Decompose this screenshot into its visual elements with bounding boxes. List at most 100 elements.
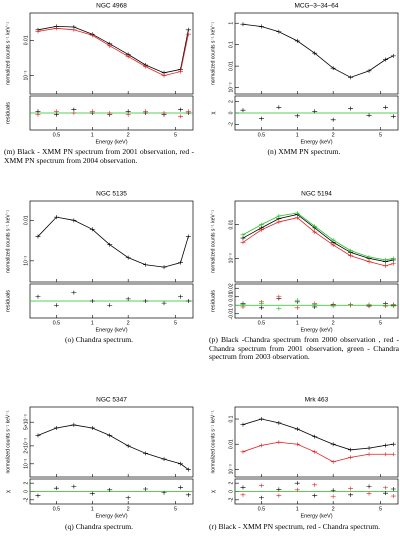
panel-title: NGC 4968: [96, 3, 127, 10]
data-point: [240, 302, 246, 307]
y-axis-label: normalized counts s⁻¹ keV⁻¹: [210, 410, 216, 473]
data-point: [330, 488, 336, 493]
y-tick-label: 0.01: [23, 35, 29, 45]
model-line: [242, 23, 394, 78]
x-tick-label: 0.5: [53, 320, 61, 326]
data-point: [276, 294, 282, 299]
data-point: [276, 306, 282, 311]
model-line: [37, 216, 189, 268]
y-tick-label: 10⁻³: [228, 82, 234, 92]
data-point: [89, 491, 95, 496]
data-point: [125, 112, 131, 117]
data-point: [366, 302, 372, 307]
x-axis-label: Energy (keV): [95, 139, 127, 145]
data-point: [143, 487, 149, 491]
data-point: [35, 493, 41, 498]
residual-y-tick-label: 0: [23, 490, 29, 493]
residual-y-tick-label: 0: [228, 111, 234, 114]
x-tick-label: 5: [379, 320, 382, 326]
data-point: [240, 232, 246, 237]
caption: (q) Chandra spectrum.: [64, 522, 134, 531]
y-tick-label: 10⁻³: [23, 256, 29, 266]
data-point: [294, 113, 300, 118]
residual-axis-label: χ: [210, 111, 216, 114]
data-point: [330, 494, 336, 499]
x-tick-label: 5: [174, 132, 177, 138]
data-point: [312, 493, 318, 498]
y-tick-label: 1: [228, 22, 234, 25]
x-tick-label: 5: [379, 506, 382, 512]
data-point: [366, 113, 372, 118]
x-tick-label: 1: [296, 132, 299, 138]
x-axis-label: Energy (keV): [95, 327, 127, 333]
data-point: [35, 433, 41, 438]
plot-frame: [234, 12, 399, 95]
data-point: [143, 299, 149, 303]
data-point: [312, 109, 318, 114]
data-point: [330, 117, 336, 122]
y-tick-label: 10⁻³: [228, 253, 234, 263]
residual-y-tick-label: 0: [228, 490, 234, 493]
x-tick-label: 1: [91, 506, 94, 512]
data-point: [390, 53, 396, 58]
model-line: [37, 27, 189, 77]
x-tick-label: 1: [91, 320, 94, 326]
data-point: [390, 114, 396, 119]
data-point: [258, 116, 264, 121]
data-point: [294, 305, 300, 310]
model-line: [37, 424, 189, 470]
data-point: [258, 305, 264, 310]
data-point: [71, 111, 77, 115]
x-tick-label: 2: [332, 132, 335, 138]
residual-frame: [234, 283, 399, 319]
data-point: [71, 107, 77, 112]
data-point: [185, 299, 191, 303]
data-point: [276, 105, 282, 110]
y-tick-label: 2×10⁻³: [23, 438, 29, 454]
caption: (n) XMM PN spectrum.: [267, 147, 341, 156]
y-tick-label: 0.1: [228, 415, 234, 422]
plot-frame: [29, 200, 194, 283]
y-tick-label: 10⁻³: [228, 464, 234, 474]
data-point: [107, 487, 113, 492]
data-point: [240, 449, 246, 454]
panel-title: NGC 5135: [96, 191, 127, 198]
data-point: [348, 106, 354, 111]
data-point: [258, 483, 264, 488]
residual-y-tick-label: 0: [228, 304, 234, 307]
caption: (p) Black -Chandra spectrum from 2000 ob…: [209, 335, 399, 362]
data-point: [240, 108, 246, 113]
data-point: [185, 467, 191, 472]
data-point: [35, 234, 41, 239]
plot-frame: [29, 406, 194, 478]
data-point: [89, 299, 95, 303]
x-tick-label: 2: [127, 320, 130, 326]
data-point: [178, 485, 184, 490]
data-point: [35, 109, 41, 114]
data-point: [53, 303, 59, 308]
model-line: [242, 418, 394, 451]
residual-axis-label: χ: [5, 490, 11, 493]
data-point: [348, 303, 354, 308]
y-tick-label: 5×10⁻³: [23, 414, 29, 430]
data-point: [366, 491, 372, 496]
y-tick-label: 0.1: [228, 41, 234, 48]
x-axis-label: Energy (keV): [95, 513, 127, 519]
residual-y-tick-label: 2: [228, 100, 234, 103]
x-axis-label: Energy (keV): [300, 139, 332, 145]
residual-y-tick-label: -2: [228, 122, 234, 127]
data-point: [383, 491, 389, 496]
data-point: [125, 109, 131, 114]
data-point: [178, 114, 184, 119]
x-tick-label: 1: [91, 132, 94, 138]
data-point: [53, 112, 59, 117]
data-point: [276, 487, 282, 492]
data-point: [258, 495, 264, 500]
data-point: [125, 296, 131, 301]
data-point: [312, 482, 318, 487]
data-point: [185, 109, 191, 114]
caption: (m) Black - XMM PN spectrum from 2001 ob…: [4, 147, 194, 165]
data-point: [35, 112, 41, 117]
data-point: [125, 495, 131, 500]
data-point: [143, 109, 149, 114]
